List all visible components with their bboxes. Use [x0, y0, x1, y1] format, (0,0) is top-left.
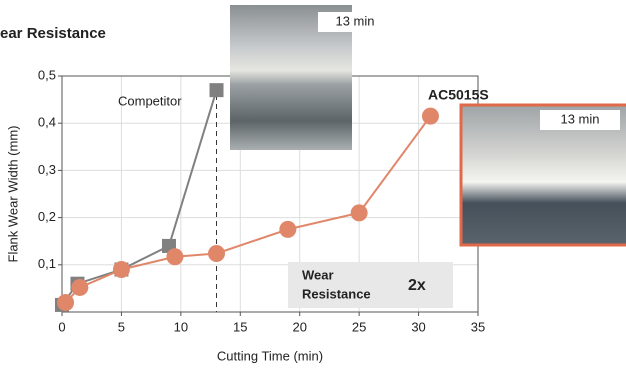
photo-label-box — [540, 110, 620, 130]
point — [57, 294, 75, 312]
photo-label: 13 min — [335, 13, 374, 28]
photo-label-box — [318, 12, 393, 32]
x-tick-label: 15 — [233, 319, 247, 334]
point — [421, 107, 439, 125]
x-tick-label: 25 — [352, 319, 366, 334]
grid: 0 5 10 15 20 25 30 35 0,1 0,2 0,3 0,4 0,5 — [38, 67, 485, 334]
y-tick-label: 0,2 — [38, 209, 56, 224]
point — [166, 248, 184, 266]
x-axis-label: Cutting Time (min) — [217, 348, 323, 363]
callout-box — [288, 262, 453, 308]
point — [350, 204, 368, 222]
x-tick-label: 35 — [471, 319, 485, 334]
point — [209, 83, 224, 98]
series-line — [61, 89, 218, 306]
photo-label: 13 min — [560, 111, 599, 126]
point — [71, 278, 89, 296]
x-tick-label: 20 — [292, 319, 306, 334]
point — [112, 261, 130, 279]
photo: 13 min — [230, 5, 393, 150]
point — [208, 244, 226, 262]
x-tick-label: 0 — [58, 319, 65, 334]
series-label: AC5015S — [428, 87, 489, 103]
y-tick-label: 0,1 — [38, 256, 56, 271]
y-tick-label: 0,3 — [38, 162, 56, 177]
callout-value: 2x — [408, 277, 426, 294]
y-axis-label: Flank Wear Width (mm) — [5, 126, 20, 263]
callout-text: Resistance — [302, 286, 371, 301]
point — [279, 220, 297, 238]
callout-text: Wear — [302, 267, 334, 282]
y-tick-label: 0,4 — [38, 115, 56, 130]
callout: Wear Resistance 2x — [288, 262, 453, 308]
series-label: Competitor — [118, 93, 182, 108]
x-tick-label: 30 — [411, 319, 425, 334]
x-tick-label: 5 — [118, 319, 125, 334]
marks — [55, 83, 439, 312]
y-tick-label: 0,5 — [38, 67, 56, 82]
x-tick-label: 10 — [174, 319, 188, 334]
photo: 13 min — [459, 103, 626, 247]
chart-title: ear Resistance — [0, 25, 106, 42]
